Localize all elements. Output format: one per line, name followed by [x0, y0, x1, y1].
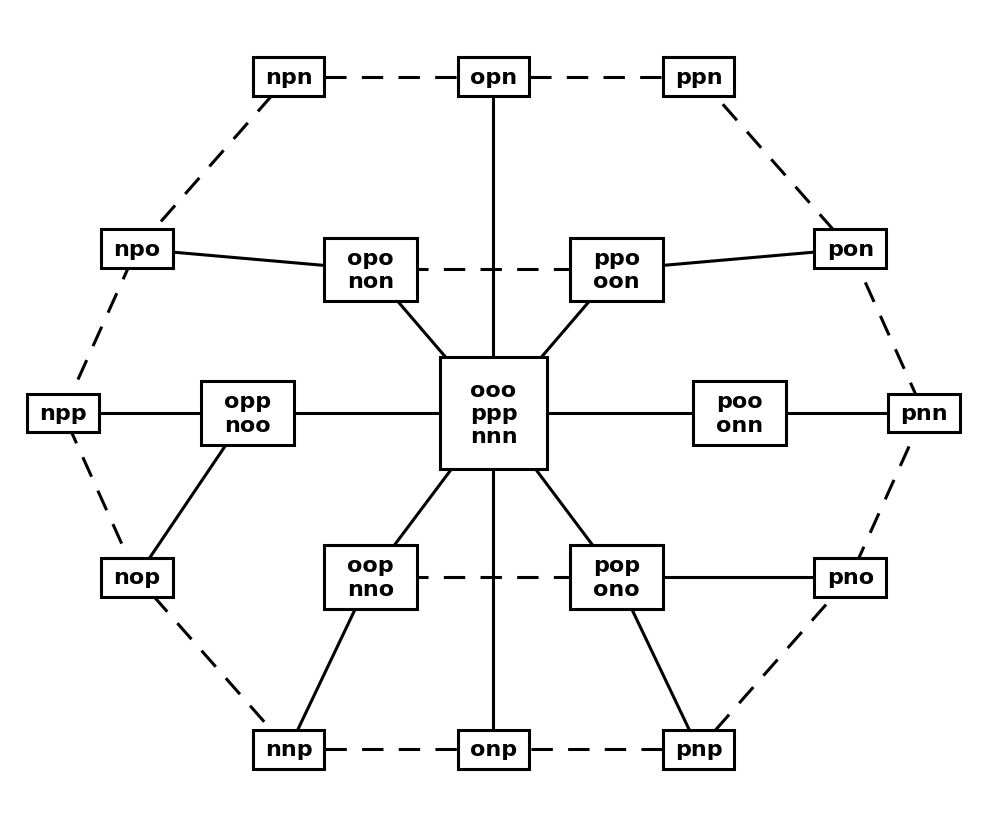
FancyBboxPatch shape [570, 546, 662, 609]
FancyBboxPatch shape [252, 730, 324, 769]
FancyBboxPatch shape [201, 382, 293, 445]
FancyBboxPatch shape [570, 238, 662, 302]
FancyBboxPatch shape [101, 230, 173, 269]
Text: pop
ono: pop ono [593, 556, 640, 599]
FancyBboxPatch shape [324, 238, 416, 302]
FancyBboxPatch shape [693, 382, 785, 445]
FancyBboxPatch shape [662, 730, 734, 769]
Text: ppn: ppn [674, 68, 722, 88]
Text: oop
nno: oop nno [346, 556, 393, 599]
FancyBboxPatch shape [887, 394, 959, 433]
FancyBboxPatch shape [324, 546, 416, 609]
FancyBboxPatch shape [813, 558, 885, 597]
Text: opp
noo: opp noo [224, 392, 271, 435]
Text: onp: onp [469, 739, 517, 759]
FancyBboxPatch shape [27, 394, 99, 433]
Text: pnp: pnp [674, 739, 722, 759]
Text: npo: npo [113, 240, 160, 260]
Text: pno: pno [826, 567, 873, 587]
Text: opn: opn [469, 68, 517, 88]
Text: nop: nop [113, 567, 160, 587]
Text: npn: npn [264, 68, 312, 88]
FancyBboxPatch shape [662, 58, 734, 97]
Text: pon: pon [826, 240, 873, 260]
Text: npp: npp [39, 404, 87, 423]
Text: poo
onn: poo onn [715, 392, 762, 435]
FancyBboxPatch shape [458, 58, 528, 97]
Text: ppo
oon: ppo oon [593, 249, 640, 292]
Text: ooo
ppp
nnn: ooo ppp nnn [469, 380, 517, 447]
FancyBboxPatch shape [458, 730, 528, 769]
FancyBboxPatch shape [101, 558, 173, 597]
FancyBboxPatch shape [252, 58, 324, 97]
FancyBboxPatch shape [813, 230, 885, 269]
Text: pnn: pnn [899, 404, 947, 423]
Text: nnp: nnp [264, 739, 312, 759]
FancyBboxPatch shape [439, 357, 547, 470]
Text: opo
non: opo non [346, 249, 393, 292]
